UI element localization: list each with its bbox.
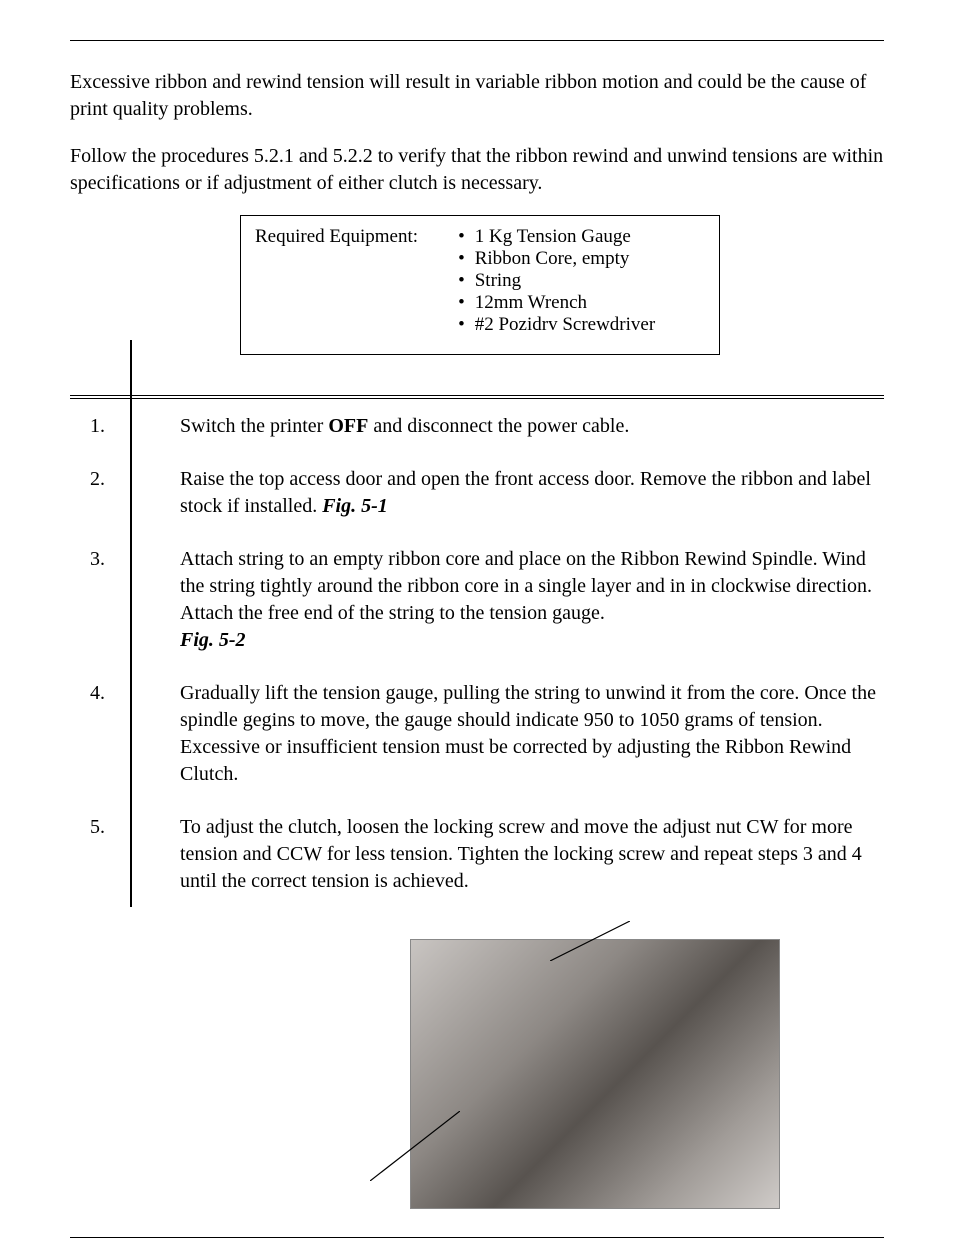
step-text-pre: Raise the top access door and open the f…	[180, 468, 871, 517]
step-number: 4.	[70, 680, 130, 707]
equipment-item: #2 Pozidrv Screwdriver	[458, 314, 705, 336]
equipment-item: String	[458, 270, 705, 292]
step-text-pre: Switch the printer	[180, 415, 328, 437]
step-number: 1.	[70, 413, 130, 440]
step-row: 1. Switch the printer OFF and disconnect…	[70, 413, 884, 440]
equipment-item: 12mm Wrench	[458, 292, 705, 314]
step-number: 5.	[70, 814, 130, 841]
equipment-label: Required Equipment:	[255, 226, 418, 336]
page-content: Excessive ribbon and rewind tension will…	[0, 0, 954, 1258]
step-text: Attach string to an empty ribbon core an…	[130, 546, 884, 654]
step-text-post: and disconnect the power cable.	[368, 415, 629, 437]
step-text: Raise the top access door and open the f…	[130, 466, 884, 520]
figure-area	[70, 921, 884, 1231]
step-text-pre: Attach string to an empty ribbon core an…	[180, 548, 872, 624]
equipment-item: 1 Kg Tension Gauge	[458, 226, 705, 248]
printer-photo	[410, 939, 780, 1209]
bottom-horizontal-rule	[70, 1237, 884, 1238]
intro-paragraph-2: Follow the procedures 5.2.1 and 5.2.2 to…	[70, 143, 884, 197]
step-number: 3.	[70, 546, 130, 573]
top-horizontal-rule	[70, 40, 884, 41]
equipment-item: Ribbon Core, empty	[458, 248, 705, 270]
vertical-divider-line	[130, 340, 132, 907]
step-row: 5. To adjust the clutch, loosen the lock…	[70, 814, 884, 895]
steps-list: 1. Switch the printer OFF and disconnect…	[70, 399, 884, 895]
procedure-steps-block: 1. Switch the printer OFF and disconnect…	[70, 395, 884, 895]
step-number: 2.	[70, 466, 130, 493]
step-text: Gradually lift the tension gauge, pullin…	[130, 680, 884, 788]
step-text: Switch the printer OFF and disconnect th…	[130, 413, 884, 440]
step-text: To adjust the clutch, loosen the locking…	[130, 814, 884, 895]
figure-ref: Fig. 5-2	[180, 629, 246, 651]
required-equipment-box: Required Equipment: 1 Kg Tension Gauge R…	[240, 215, 720, 355]
equipment-list: 1 Kg Tension Gauge Ribbon Core, empty St…	[458, 226, 705, 336]
step-row: 4. Gradually lift the tension gauge, pul…	[70, 680, 884, 788]
step-text-bold: OFF	[328, 415, 368, 437]
step-row: 2. Raise the top access door and open th…	[70, 466, 884, 520]
step-row: 3. Attach string to an empty ribbon core…	[70, 546, 884, 654]
figure-ref: Fig. 5-1	[322, 495, 388, 517]
step-text-pre: Gradually lift the tension gauge, pullin…	[180, 682, 876, 785]
step-text-pre: To adjust the clutch, loosen the locking…	[180, 816, 862, 892]
intro-paragraph-1: Excessive ribbon and rewind tension will…	[70, 69, 884, 123]
